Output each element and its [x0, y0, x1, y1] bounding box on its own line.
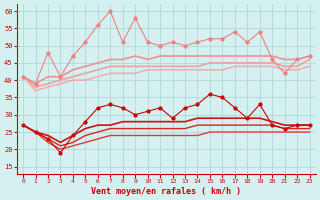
- X-axis label: Vent moyen/en rafales ( km/h ): Vent moyen/en rafales ( km/h ): [91, 187, 241, 196]
